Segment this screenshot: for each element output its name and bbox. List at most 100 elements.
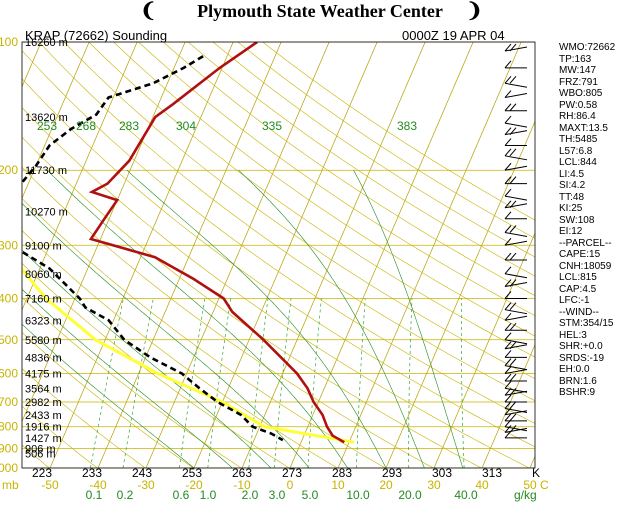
header: ❨ Plymouth State Weather Center ❩ [0, 0, 640, 24]
moist-adiabat [354, 170, 463, 468]
pressure-tick-label: 900 [0, 442, 18, 456]
index-line: --WIND-- [559, 307, 639, 319]
theta-label: 253 [37, 119, 57, 133]
wind-barb [505, 323, 527, 330]
height-label: 2433 m [25, 410, 62, 422]
mixing-ratio-tick-label: 2.0 [242, 488, 259, 502]
theta-label: 268 [76, 119, 96, 133]
wind-barb [505, 76, 527, 87]
mixing-ratio-line [208, 299, 231, 469]
pressure-unit-label: mb [2, 478, 19, 492]
index-line: CNH:18059 [559, 261, 639, 273]
mixing-ratio-tick-label: 0.2 [117, 488, 134, 502]
dry-adiabat [0, 42, 529, 468]
height-label: 7160 m [25, 293, 62, 305]
theta-label: 304 [176, 119, 196, 133]
wind-barb [505, 128, 527, 135]
index-line: PW:0.58 [559, 100, 639, 112]
index-line: BSHR:9 [559, 387, 639, 399]
height-label: 10270 m [25, 207, 68, 219]
celsius-tick-label: 20 [379, 478, 393, 492]
mixing-ratio-line [357, 299, 366, 469]
wind-barb [505, 44, 527, 51]
wind-barb [505, 374, 527, 381]
isotherm [242, 42, 425, 468]
mixing-ratio-tick-label: 0.1 [86, 488, 103, 502]
height-label: 11730 m [25, 165, 67, 177]
index-line: SI:4.2 [559, 180, 639, 192]
theta-label: 383 [397, 119, 417, 133]
index-line: LCL:815 [559, 272, 639, 284]
index-line: MW:147 [559, 65, 639, 77]
index-line: SW:108 [559, 215, 639, 227]
mixing-ratio-line [90, 299, 123, 469]
wind-barb [505, 303, 527, 314]
index-line: KI:25 [559, 203, 639, 215]
grid-layer [0, 42, 640, 468]
isotherm [386, 42, 569, 468]
plot-border [22, 42, 535, 468]
dry-adiabat [14, 42, 625, 468]
page-title: Plymouth State Weather Center [0, 0, 640, 22]
pressure-tick-label: 600 [0, 366, 18, 380]
dry-adiabat [0, 42, 481, 468]
pressure-tick-label: 700 [0, 395, 18, 409]
mixing-ratio-tick-label: 1.0 [200, 488, 217, 502]
index-line: CAP:4.5 [559, 284, 639, 296]
mixing-ratio-line [308, 299, 322, 469]
height-label: 4836 m [25, 352, 62, 364]
wind-barb [505, 61, 527, 68]
theta-label: 283 [119, 119, 139, 133]
celsius-unit-label: C [540, 478, 549, 492]
index-line: SHR:+0.0 [559, 341, 639, 353]
index-line: HEL:3 [559, 330, 639, 342]
moist-adiabat [239, 170, 425, 468]
index-line: RH:86.4 [559, 111, 639, 123]
index-line: WBO:805 [559, 88, 639, 100]
wind-barb [505, 395, 527, 402]
index-line: TH:5485 [559, 134, 639, 146]
isotherm [290, 42, 473, 468]
height-label: 5580 m [25, 335, 62, 347]
wind-barb [505, 313, 527, 320]
wind-barb [505, 189, 527, 200]
celsius-tick-label: 0 [287, 478, 294, 492]
index-line: TP:163 [559, 54, 639, 66]
celsius-tick-label: -50 [41, 478, 59, 492]
wind-barb [505, 116, 527, 127]
height-label: 4175 m [25, 368, 62, 380]
wind-barb [505, 212, 527, 219]
wind-barb [505, 163, 527, 170]
pressure-tick-label: 1000 [0, 461, 18, 475]
mixing-ratio-tick-label: 3.0 [269, 488, 286, 502]
mixing-ratio-unit-label: g/kg [514, 488, 537, 502]
index-line: EH:0.0 [559, 364, 639, 376]
height-label: 2982 m [25, 397, 62, 409]
mixing-ratio-tick-label: 20.0 [398, 488, 422, 502]
wind-barbs [504, 42, 527, 468]
mixing-ratio-line [461, 299, 464, 469]
index-line: TT:48 [559, 192, 639, 204]
station-label: KRAP (72662) Sounding [25, 28, 167, 43]
index-line: BRN:1.6 [559, 376, 639, 388]
wind-barb [505, 104, 527, 111]
wind-barb [505, 201, 527, 208]
mixing-ratio-tick-label: 5.0 [302, 488, 319, 502]
height-label: 9100 m [25, 240, 62, 252]
mixing-ratio-line [409, 299, 412, 469]
right-flag-icon: ❩ [466, 1, 483, 21]
wind-barb [505, 149, 527, 160]
dry-adiabat [39, 42, 640, 468]
isotherm [338, 42, 521, 468]
index-line: SRDS:-19 [559, 353, 639, 365]
index-line: --PARCEL-- [559, 238, 639, 250]
mixing-ratio-line [249, 299, 268, 469]
index-line: MAXT:13.5 [559, 123, 639, 135]
wind-barb [505, 291, 527, 298]
wind-barb [505, 177, 527, 184]
index-line: WMO:72662 [559, 42, 639, 54]
index-line: FRZ:791 [559, 77, 639, 89]
mixing-ratio-tick-label: 10.0 [346, 488, 370, 502]
